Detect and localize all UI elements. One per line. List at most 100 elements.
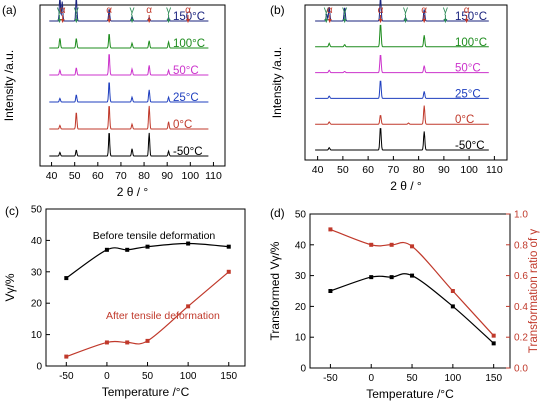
y-tick-label: 30 — [295, 271, 307, 282]
x-tick-label: 110 — [486, 164, 503, 176]
panel-label: (d) — [270, 206, 285, 220]
plot-frame — [45, 208, 246, 367]
x-tick-label: 50 — [142, 371, 154, 382]
series-label: 150°C — [455, 11, 487, 23]
y-tick-label: 30 — [31, 267, 43, 278]
x-axis-label: 2 θ / ° — [390, 179, 422, 193]
x-tick-label: 100 — [180, 371, 197, 382]
data-point — [125, 340, 130, 345]
series-line — [65, 242, 229, 279]
series-label: 150°C — [173, 11, 205, 23]
data-point — [104, 340, 109, 345]
x-tick-label: 70 — [115, 170, 127, 182]
data-point — [369, 242, 374, 247]
y-tick-label: 40 — [295, 240, 307, 251]
y2-tick-label: 0.6 — [514, 271, 528, 282]
data-point — [491, 341, 496, 346]
xrd-pattern — [315, 55, 489, 74]
y-axis-label: Intensity /a.u. — [270, 47, 284, 118]
data-point — [186, 241, 191, 246]
data-point — [491, 333, 496, 338]
xrd-pattern — [49, 105, 209, 130]
phase-marker-arrowhead — [74, 19, 79, 23]
phase-marker-arrowhead — [147, 19, 152, 23]
phase-marker-arrowhead — [403, 19, 408, 23]
phase-marker-arrowhead — [342, 19, 347, 23]
phase-marker-label: α — [327, 5, 333, 16]
phase-marker-arrowhead — [130, 19, 135, 23]
x-tick-label: -50 — [323, 373, 338, 384]
data-point — [450, 289, 455, 293]
x-tick-label: 60 — [362, 164, 374, 176]
phase-marker-label: γ — [74, 5, 79, 16]
series-line — [330, 273, 495, 344]
y-tick-label: 10 — [31, 330, 43, 341]
x-tick-label: 50 — [337, 164, 349, 176]
x-tick-label: 40 — [46, 170, 58, 182]
y-tick-label: 0 — [36, 362, 42, 373]
xrd-pattern — [315, 128, 489, 151]
xrd-pattern — [49, 132, 209, 157]
phase-marker-label: α — [464, 5, 470, 16]
series-label: -50°C — [455, 140, 485, 152]
phase-marker-label: α — [185, 5, 191, 16]
phase-marker-arrowhead — [443, 19, 448, 23]
xrd-pattern — [49, 54, 209, 76]
y2-tick-label: 1.0 — [514, 210, 528, 221]
x-tick-label: -50 — [59, 371, 74, 382]
data-point — [64, 276, 69, 281]
data-point — [389, 275, 394, 280]
phase-marker-arrowhead — [60, 19, 65, 23]
series-line — [330, 228, 495, 337]
phase-marker-label: α — [146, 5, 152, 16]
x-tick-label: 100 — [182, 170, 200, 182]
x-axis-label: 2 θ / ° — [117, 185, 149, 199]
data-point — [369, 275, 374, 280]
x-axis-label: Temperature /°C — [102, 385, 190, 399]
phase-marker-arrowhead — [327, 19, 332, 23]
phase-marker-arrowhead — [422, 19, 427, 23]
panel-label: (b) — [270, 3, 285, 17]
y2-tick-label: 0.8 — [514, 240, 528, 251]
data-point — [226, 269, 231, 274]
y2-tick-label: 0.2 — [514, 333, 528, 344]
y-axis-label: Vγ/% — [3, 273, 17, 301]
x-tick-label: 150 — [220, 371, 237, 382]
y-tick-label: 40 — [31, 236, 43, 247]
data-point — [145, 244, 150, 249]
phase-marker-label: γ — [443, 5, 448, 16]
x-tick-label: 40 — [312, 164, 324, 176]
panel-label: (c) — [5, 204, 19, 218]
x-tick-label: 100 — [445, 373, 462, 384]
data-point — [410, 244, 415, 249]
data-point — [186, 304, 191, 309]
xrd-pattern — [315, 80, 489, 99]
series-line — [66, 271, 230, 358]
x-tick-label: 90 — [438, 164, 450, 176]
y-axis-label: Intensity /a.u. — [2, 50, 16, 121]
phase-marker-arrowhead — [464, 19, 469, 23]
data-point — [145, 338, 150, 343]
x-tick-label: 80 — [138, 170, 150, 182]
series-label: 100°C — [455, 37, 487, 49]
data-point — [410, 273, 415, 278]
phase-marker-arrowhead — [107, 19, 112, 23]
x-tick-label: 80 — [413, 164, 425, 176]
x-tick-label: 100 — [460, 164, 478, 176]
phase-marker-arrowhead — [57, 19, 62, 23]
xrd-pattern — [315, 0, 489, 22]
series-label: 50°C — [455, 63, 481, 75]
phase-marker-label: γ — [57, 5, 62, 16]
phase-marker-label: α — [106, 5, 112, 16]
phase-marker-label: α — [421, 5, 427, 16]
x-axis-label: Temperature /°C — [366, 387, 454, 401]
x-tick-label: 50 — [406, 373, 418, 384]
phase-marker-label: γ — [324, 5, 329, 16]
phase-marker-label: γ — [403, 5, 408, 16]
phase-marker-label: α — [60, 5, 66, 16]
x-tick-label: 150 — [485, 373, 502, 384]
series-label: 0°C — [455, 114, 474, 126]
series-label: Before tensile deformation — [93, 230, 216, 242]
series-label: 25°C — [455, 88, 481, 100]
y-tick-label: 20 — [31, 299, 43, 310]
